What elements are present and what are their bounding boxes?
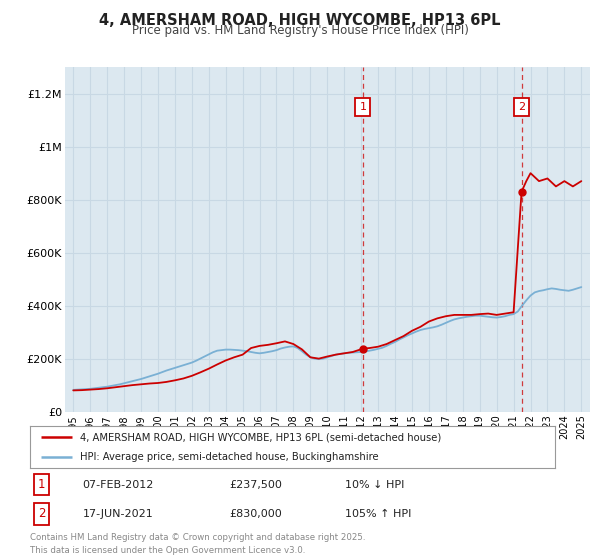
Text: 4, AMERSHAM ROAD, HIGH WYCOMBE, HP13 6PL: 4, AMERSHAM ROAD, HIGH WYCOMBE, HP13 6PL xyxy=(99,13,501,28)
Text: 1: 1 xyxy=(38,478,46,491)
Text: 2: 2 xyxy=(38,507,46,520)
Text: 07-FEB-2012: 07-FEB-2012 xyxy=(83,479,154,489)
Text: 17-JUN-2021: 17-JUN-2021 xyxy=(83,509,153,519)
Text: Contains HM Land Registry data © Crown copyright and database right 2025.
This d: Contains HM Land Registry data © Crown c… xyxy=(30,533,365,554)
Text: 10% ↓ HPI: 10% ↓ HPI xyxy=(345,479,404,489)
Text: 1: 1 xyxy=(359,102,367,112)
Text: 105% ↑ HPI: 105% ↑ HPI xyxy=(345,509,412,519)
Text: 4, AMERSHAM ROAD, HIGH WYCOMBE, HP13 6PL (semi-detached house): 4, AMERSHAM ROAD, HIGH WYCOMBE, HP13 6PL… xyxy=(80,432,441,442)
Text: £830,000: £830,000 xyxy=(229,509,282,519)
Text: 2: 2 xyxy=(518,102,525,112)
Text: Price paid vs. HM Land Registry's House Price Index (HPI): Price paid vs. HM Land Registry's House … xyxy=(131,24,469,38)
Text: HPI: Average price, semi-detached house, Buckinghamshire: HPI: Average price, semi-detached house,… xyxy=(80,452,379,462)
Text: £237,500: £237,500 xyxy=(229,479,283,489)
